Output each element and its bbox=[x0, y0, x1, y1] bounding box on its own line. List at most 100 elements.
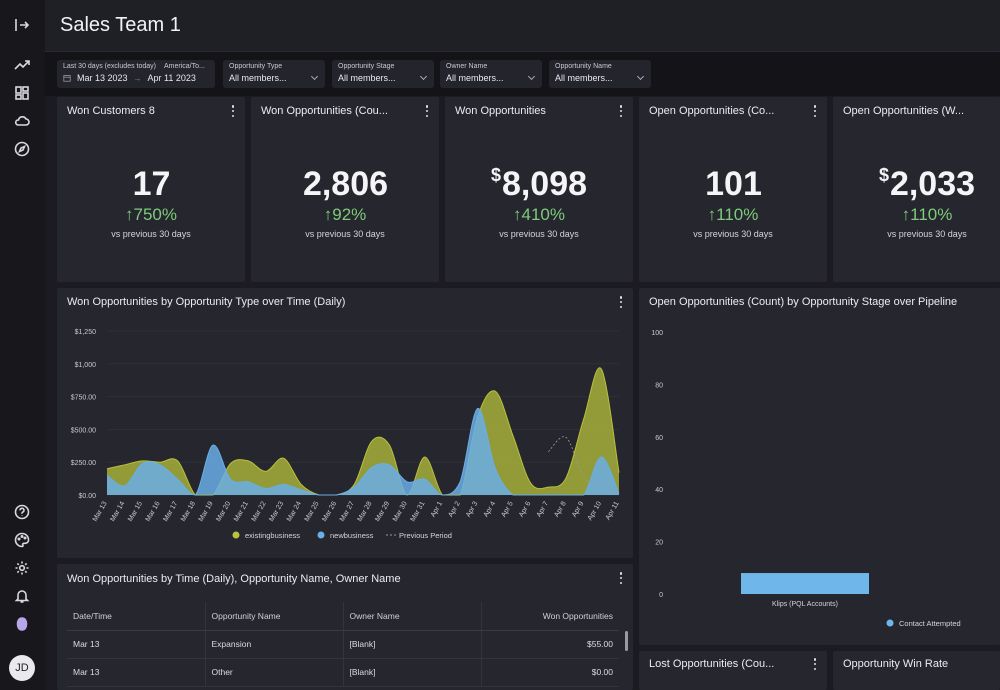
arrow-right-icon: → bbox=[133, 73, 142, 83]
header: Sales Team 1 bbox=[45, 0, 1000, 52]
table-cell: [Blank] bbox=[343, 630, 482, 659]
collapse-sidebar-icon[interactable] bbox=[13, 16, 31, 34]
bar-chart-card: Open Opportunities (Count) by Opportunit… bbox=[639, 288, 1000, 645]
x-tick-label: Mar 14 bbox=[109, 500, 126, 522]
palette-icon[interactable] bbox=[13, 531, 31, 549]
card-title: Lost Opportunities (Cou... bbox=[649, 658, 775, 670]
y-tick-label: $500.00 bbox=[71, 427, 96, 434]
table-cell: $55.00 bbox=[481, 630, 619, 659]
kpi-comparison: vs previous 30 days bbox=[887, 229, 967, 239]
area-chart: $0.00 $250.00 $500.00 $750.00 $1,000 $1,250 Ma… bbox=[71, 329, 621, 540]
ai-assistant-icon[interactable] bbox=[13, 615, 31, 633]
filter-label: Opportunity Name bbox=[555, 63, 612, 70]
table-cell: Other bbox=[205, 658, 344, 687]
kpi-change: ↑110% bbox=[901, 205, 953, 224]
y-tick-label: $1,000 bbox=[75, 362, 97, 369]
kpi-card-won-opportunities-count: Won Opportunities (Cou... 2,806 ↑92% vs … bbox=[251, 97, 439, 282]
opportunity-stage-filter[interactable]: Opportunity Stage All members... bbox=[332, 60, 434, 88]
x-tick-label: Mar 19 bbox=[198, 500, 215, 522]
help-icon[interactable] bbox=[13, 503, 31, 521]
more-options-icon[interactable] bbox=[425, 105, 429, 117]
kpi-comparison: vs previous 30 days bbox=[111, 229, 191, 239]
compass-icon[interactable] bbox=[13, 140, 31, 158]
x-tick-label: Mar 18 bbox=[180, 500, 197, 522]
column-header[interactable]: Opportunity Name bbox=[205, 602, 344, 631]
x-tick-label: Mar 27 bbox=[339, 500, 356, 522]
card-title: Opportunity Win Rate bbox=[843, 658, 949, 670]
y-tick-label: $1,250 bbox=[75, 329, 97, 336]
x-tick-label: Mar 30 bbox=[392, 500, 409, 522]
kpi-comparison: vs previous 30 days bbox=[693, 229, 773, 239]
opportunity-name-filter[interactable]: Opportunity Name All members... bbox=[549, 60, 651, 88]
x-tick-label: Mar 23 bbox=[268, 500, 285, 522]
kpi-value: 2,806 bbox=[302, 165, 389, 203]
card-title: Won Customers 8 bbox=[67, 105, 155, 117]
filter-value: All members... bbox=[555, 73, 613, 83]
x-tick-label: Apr 5 bbox=[500, 500, 514, 518]
trending-icon[interactable] bbox=[13, 56, 31, 74]
opportunity-type-filter[interactable]: Opportunity Type All members... bbox=[223, 60, 325, 88]
x-tick-label: Mar 22 bbox=[251, 500, 268, 522]
column-header[interactable]: Date/Time bbox=[67, 602, 206, 631]
sidebar: JD bbox=[0, 0, 45, 690]
more-options-icon[interactable] bbox=[619, 105, 623, 117]
more-options-icon[interactable] bbox=[813, 105, 817, 117]
y-tick-label: $0.00 bbox=[78, 493, 96, 500]
table-cell: $0.00 bbox=[481, 658, 619, 687]
x-tick-label: Mar 26 bbox=[321, 500, 338, 522]
y-tick-label: 0 bbox=[659, 592, 663, 599]
more-options-icon[interactable] bbox=[813, 658, 817, 670]
card-title: Won Opportunities (Cou... bbox=[261, 105, 388, 117]
kpi-comparison: vs previous 30 days bbox=[305, 229, 385, 239]
filter-label: Owner Name bbox=[446, 63, 488, 70]
x-tick-label: Mar 13 bbox=[92, 500, 109, 522]
x-tick-label: Mar 15 bbox=[127, 500, 144, 522]
user-avatar[interactable]: JD bbox=[9, 655, 35, 681]
column-header[interactable]: Won Opportunities bbox=[481, 602, 619, 631]
more-options-icon[interactable] bbox=[231, 105, 235, 117]
legend-label: Contact Attempted bbox=[899, 619, 961, 628]
filter-bar: Last 30 days (excludes today) America/To… bbox=[45, 52, 1000, 96]
table-row[interactable]: Mar 13 Other [Blank] $0.00 bbox=[67, 658, 619, 687]
kpi-change: ↑92% bbox=[323, 205, 367, 224]
kpi-card-open-opportunities-count: Open Opportunities (Co... 101 ↑110% vs p… bbox=[639, 97, 827, 282]
x-tick-label: Mar 28 bbox=[357, 500, 374, 522]
table-scrollbar[interactable] bbox=[625, 631, 628, 651]
bar bbox=[741, 573, 869, 594]
kpi-change: ↑410% bbox=[513, 205, 565, 224]
y-tick-label: 100 bbox=[651, 330, 663, 337]
x-tick-label: Apr 6 bbox=[518, 500, 532, 518]
date-end: Apr 11 2023 bbox=[147, 73, 196, 83]
legend-swatch bbox=[232, 531, 240, 539]
x-tick-label: Klips (PQL Accounts) bbox=[772, 601, 838, 608]
more-options-icon[interactable] bbox=[619, 296, 623, 308]
table-cell: Expansion bbox=[205, 630, 344, 659]
kpi-card-open-opportunities-value: Open Opportunities (W... $2,033 ↑110% vs… bbox=[833, 97, 1000, 282]
dashboard-grid-icon[interactable] bbox=[13, 84, 31, 102]
cloud-icon[interactable] bbox=[13, 112, 31, 130]
timezone-label: America/To... bbox=[164, 63, 205, 70]
kpi-value: 17 bbox=[132, 165, 171, 203]
more-options-icon[interactable] bbox=[619, 572, 623, 584]
table-cell: [Blank] bbox=[343, 658, 482, 687]
date-start: Mar 13 2023 bbox=[77, 73, 128, 83]
table-cell: Mar 13 bbox=[67, 630, 206, 659]
column-header[interactable]: Owner Name bbox=[343, 602, 482, 631]
win-rate-card: Opportunity Win Rate bbox=[833, 651, 1000, 690]
x-tick-label: Mar 24 bbox=[286, 500, 303, 522]
legend-label: newbusiness bbox=[330, 531, 374, 540]
table-header-row: Date/Time Opportunity Name Owner Name Wo… bbox=[67, 602, 619, 631]
date-range-filter[interactable]: Last 30 days (excludes today) America/To… bbox=[57, 60, 215, 88]
y-tick-label: 60 bbox=[655, 435, 663, 442]
y-tick-label: 80 bbox=[655, 382, 663, 389]
area-newbusiness bbox=[107, 408, 619, 495]
table-row[interactable]: Mar 13 Expansion [Blank] $55.00 bbox=[67, 630, 619, 659]
notifications-bell-icon[interactable] bbox=[13, 587, 31, 605]
area-chart-card: Won Opportunities by Opportunity Type ov… bbox=[57, 288, 633, 558]
x-tick-label: Apr 7 bbox=[536, 500, 550, 518]
x-tick-label: Mar 17 bbox=[162, 500, 179, 522]
owner-name-filter[interactable]: Owner Name All members... bbox=[440, 60, 542, 88]
card-title: Open Opportunities (Co... bbox=[649, 105, 775, 117]
x-tick-label: Mar 25 bbox=[304, 500, 321, 522]
settings-gear-icon[interactable] bbox=[13, 559, 31, 577]
